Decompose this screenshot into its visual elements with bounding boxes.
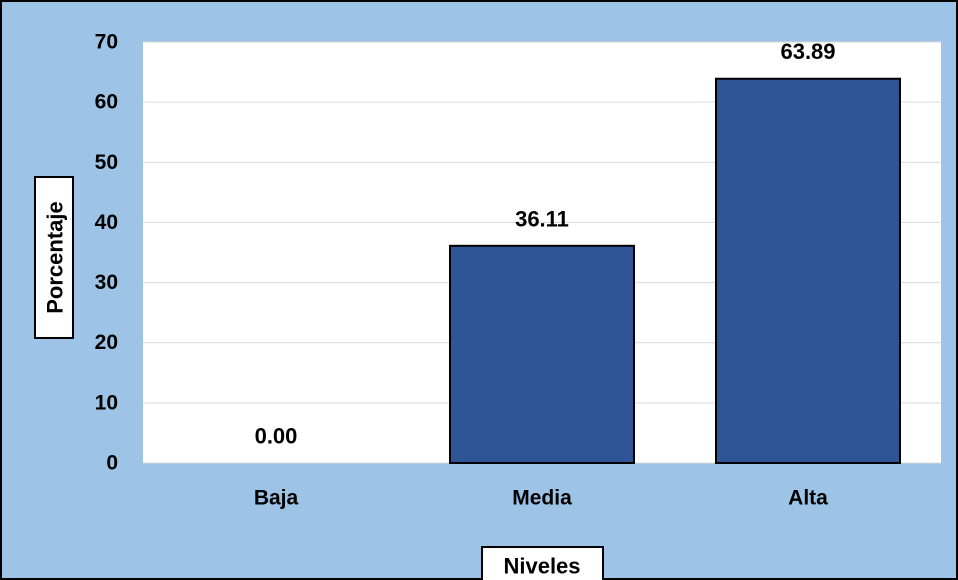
y-tick-label: 40 (95, 211, 118, 234)
x-tick-label: Baja (254, 487, 299, 510)
data-label: 63.89 (780, 39, 835, 64)
data-label: 36.11 (515, 206, 569, 231)
bars (449, 77, 901, 464)
data-labels: 0.00 36.11 63.89 (255, 39, 836, 448)
y-tick-label: 30 (95, 271, 118, 294)
y-axis-tick-labels: 0 10 20 30 40 50 60 70 (95, 31, 118, 475)
y-axis-title-text: Porcentaje (43, 201, 68, 314)
x-axis-tick-labels: Baja Media Alta (254, 487, 828, 510)
y-tick-label: 60 (95, 91, 118, 114)
y-tick-label: 20 (95, 331, 118, 354)
y-tick-label: 10 (95, 391, 118, 414)
x-tick-label: Media (512, 487, 572, 510)
x-tick-label: Alta (788, 487, 828, 510)
y-tick-label: 50 (95, 151, 118, 174)
x-axis-title: Niveles (481, 546, 604, 580)
data-label: 0.00 (255, 424, 298, 449)
bar-alta (715, 77, 901, 464)
x-axis-title-text: Niveles (503, 554, 580, 579)
bar-media (449, 244, 635, 464)
y-tick-label: 70 (95, 31, 118, 54)
y-tick-label: 0 (106, 452, 118, 475)
y-axis-title: Porcentaje (34, 176, 74, 339)
